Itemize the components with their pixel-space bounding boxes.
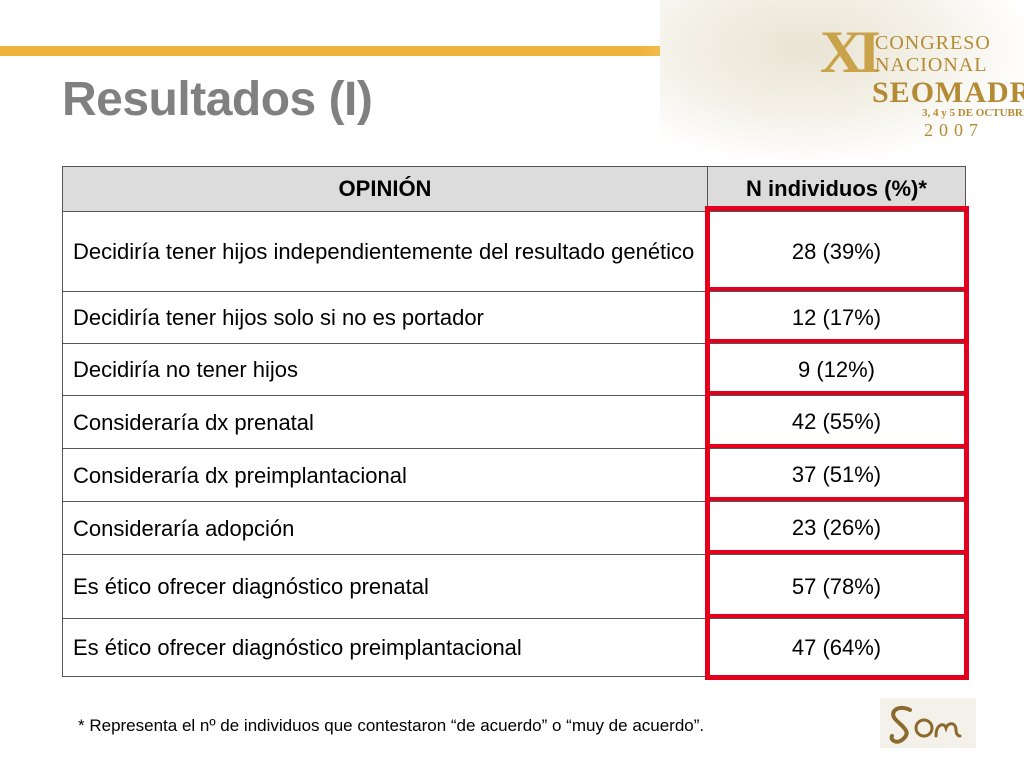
opinion-cell: Consideraría dx preimplantacional xyxy=(62,448,708,502)
table-row: Consideraría adopción 23 (26%) xyxy=(62,501,966,555)
highlight-separator xyxy=(705,391,969,395)
table-row: Decidiría tener hijos independientemente… xyxy=(62,211,966,292)
table-row: Es ético ofrecer diagnóstico preimplanta… xyxy=(62,618,966,677)
logo-background xyxy=(660,0,1024,160)
footnote: * Representa el nº de individuos que con… xyxy=(78,716,705,735)
table-row: Consideraría dx prenatal 42 (55%) xyxy=(62,395,966,449)
opinion-cell: Decidiría tener hijos solo si no es port… xyxy=(62,291,708,344)
top-accent-bar xyxy=(0,46,800,56)
table-row: Decidiría tener hijos solo si no es port… xyxy=(62,291,966,344)
seom-logo-icon xyxy=(880,698,976,748)
logo-numeral: XI xyxy=(820,19,881,85)
slide-title: Resultados (I) xyxy=(62,73,373,126)
header-opinion: OPINIÓN xyxy=(62,166,708,212)
table-row: Es ético ofrecer diagnóstico prenatal 57… xyxy=(62,554,966,619)
logo-line-year: 2007 xyxy=(924,120,984,140)
opinion-cell: Es ético ofrecer diagnóstico preimplanta… xyxy=(62,618,708,677)
logo-line-congreso: CONGRESO xyxy=(875,32,991,54)
highlight-separator xyxy=(705,287,969,291)
opinion-cell: Es ético ofrecer diagnóstico prenatal xyxy=(62,554,708,619)
logo-line-seomadrid: SEOMADRID xyxy=(872,76,1024,109)
opinion-cell: Consideraría adopción xyxy=(62,501,708,555)
logo-line-nacional: NACIONAL xyxy=(875,54,988,76)
opinion-cell: Decidiría no tener hijos xyxy=(62,343,708,396)
opinion-cell: Decidiría tener hijos independientemente… xyxy=(62,211,708,292)
n-cell: 12 (17%) xyxy=(707,291,966,344)
results-table: OPINIÓN N individuos (%)* Decidiría tene… xyxy=(62,166,966,677)
highlight-separator xyxy=(705,339,969,343)
n-cell: 28 (39%) xyxy=(707,211,966,292)
header-n-individuals: N individuos (%)* xyxy=(707,166,966,212)
highlight-separator xyxy=(705,444,969,448)
highlight-separator xyxy=(705,614,969,618)
table-header-row: OPINIÓN N individuos (%)* xyxy=(62,166,966,212)
n-cell: 42 (55%) xyxy=(707,395,966,449)
highlight-separator xyxy=(705,550,969,554)
n-cell: 47 (64%) xyxy=(707,618,966,677)
n-cell: 23 (26%) xyxy=(707,501,966,555)
n-cell: 37 (51%) xyxy=(707,448,966,502)
table-row: Consideraría dx preimplantacional 37 (51… xyxy=(62,448,966,502)
logo-line-dates: 3, 4 y 5 DE OCTUBRE xyxy=(922,107,1024,119)
n-cell: 57 (78%) xyxy=(707,554,966,619)
opinion-cell: Consideraría dx prenatal xyxy=(62,395,708,449)
n-cell: 9 (12%) xyxy=(707,343,966,396)
highlight-separator xyxy=(705,497,969,501)
table-row: Decidiría no tener hijos 9 (12%) xyxy=(62,343,966,396)
congress-logo: XI CONGRESO NACIONAL SEOMADRID 3, 4 y 5 … xyxy=(660,0,1024,160)
